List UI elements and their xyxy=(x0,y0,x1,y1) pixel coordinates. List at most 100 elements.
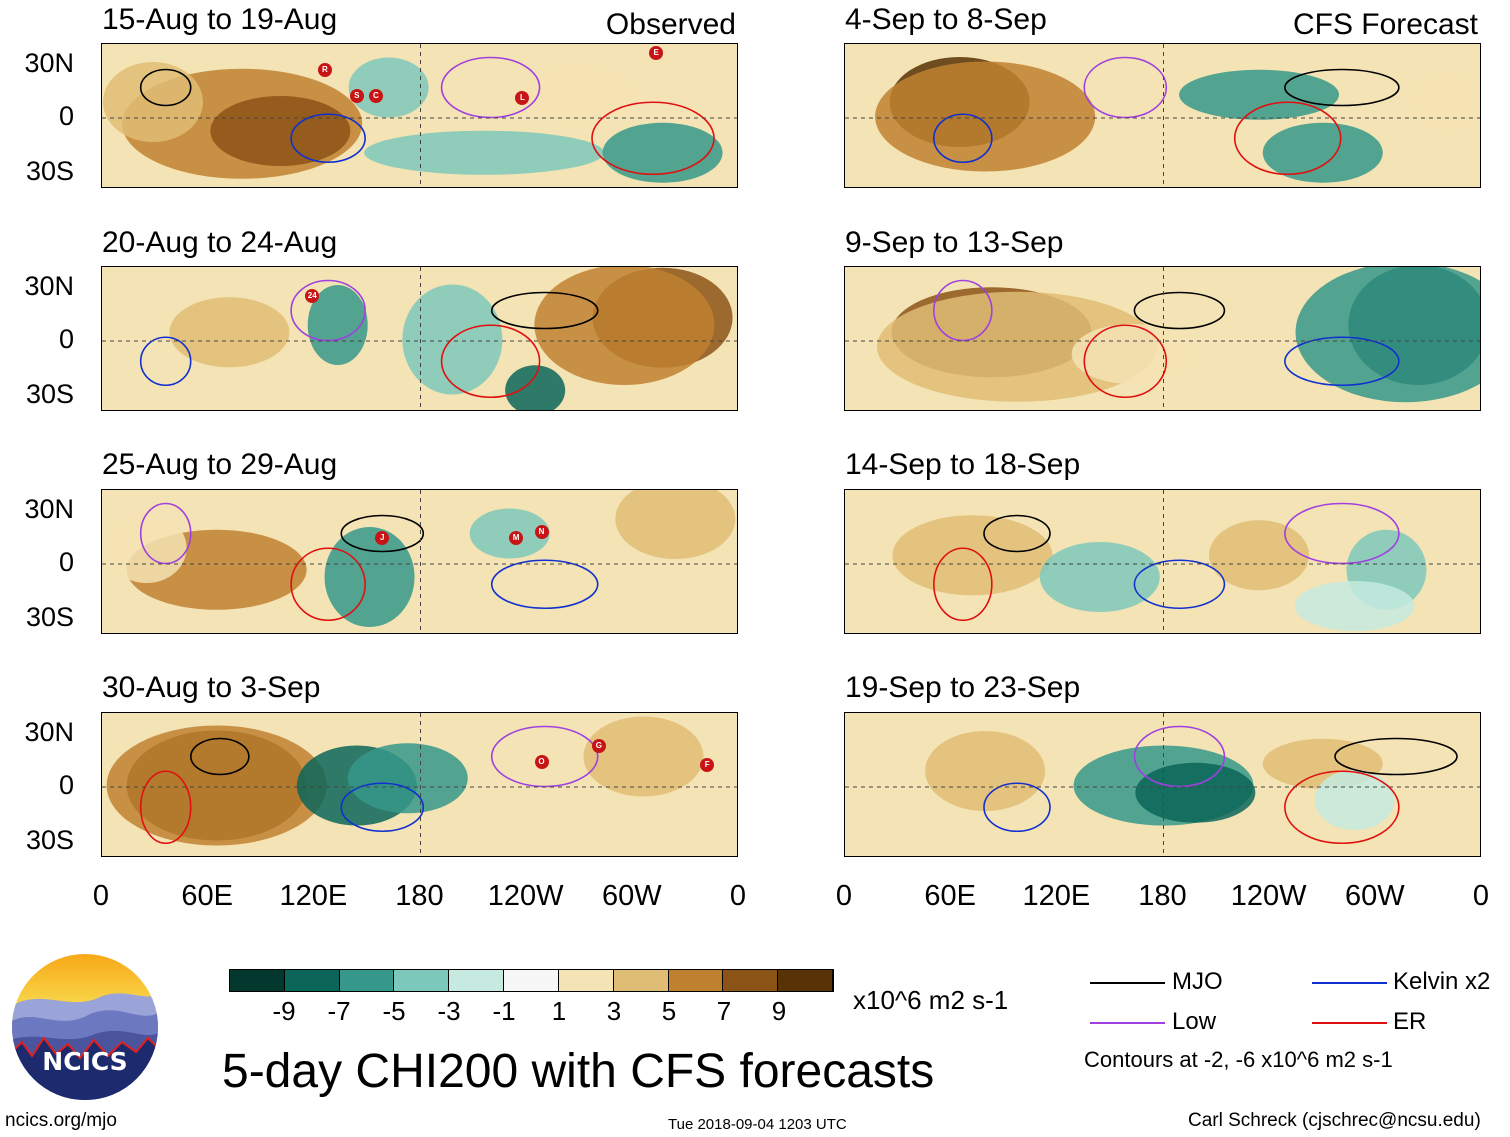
contour-line xyxy=(933,547,993,622)
panel-title-obs-3: 25-Aug to 29-Aug xyxy=(102,448,338,481)
colorbar-swatch xyxy=(230,970,285,991)
contour-line xyxy=(1284,770,1400,845)
field-anomaly-blob xyxy=(324,527,415,627)
map-field xyxy=(845,490,1480,633)
colorbar-label: -9 xyxy=(272,996,296,1026)
contour-line xyxy=(1083,324,1168,399)
y-tick-label: 30N xyxy=(24,271,74,301)
x-tick-label: 120E xyxy=(1022,880,1091,912)
y-tick-label: 30S xyxy=(25,825,74,855)
colorbar-swatch xyxy=(339,970,395,991)
field-anomaly-blob xyxy=(1294,581,1415,631)
field-anomaly-blob xyxy=(1071,324,1192,384)
field-anomaly-blob xyxy=(348,57,429,118)
storm-marker: E xyxy=(649,45,664,60)
field-anomaly-blob xyxy=(364,130,605,175)
storm-marker: S xyxy=(349,89,364,104)
field-anomaly-blob xyxy=(102,62,203,142)
colorbar-swatch xyxy=(668,970,724,991)
field-anomaly-blob xyxy=(1410,72,1480,132)
field-anomaly-blob xyxy=(1039,542,1160,612)
storm-marker: C xyxy=(368,89,383,104)
legend-label-low: Low xyxy=(1172,1008,1217,1035)
contour-line xyxy=(1284,68,1400,107)
map-panel-obs-4: O G F xyxy=(101,712,738,857)
map-panel-fcst-2 xyxy=(844,266,1481,411)
field-anomaly-blob xyxy=(505,365,566,410)
legend-label-er: ER xyxy=(1393,1008,1427,1035)
field-anomaly-blob xyxy=(602,122,723,183)
panel-title-obs-4: 30-Aug to 3-Sep xyxy=(102,671,321,704)
map-panel-fcst-4 xyxy=(844,712,1481,857)
legend-label-kelvin: Kelvin x2 xyxy=(1393,968,1491,995)
logo-text: NCICS xyxy=(42,1047,128,1076)
panel-title-fcst-1: 4-Sep to 8-Sep xyxy=(845,3,1047,36)
x-tick-label: 0 xyxy=(92,880,110,912)
colorbar-label: -1 xyxy=(492,996,516,1026)
colorbar-label: -7 xyxy=(327,996,351,1026)
contour-line xyxy=(1133,725,1226,788)
field-anomaly-blob xyxy=(1314,770,1395,830)
contour-line xyxy=(933,113,993,164)
colorbar-swatch xyxy=(394,970,450,991)
main-title: 5-day CHI200 with CFS forecasts xyxy=(222,1045,935,1098)
map-panel-obs-2: 24 xyxy=(101,266,738,411)
field-anomaly-blob xyxy=(583,716,704,797)
storm-marker: F xyxy=(700,758,715,773)
x-tick-label: 120W xyxy=(1230,880,1307,912)
x-tick-label: 0 xyxy=(835,880,853,912)
field-anomaly-blob xyxy=(106,725,327,846)
storm-marker: O xyxy=(534,755,549,770)
panel-title-obs-1: 15-Aug to 19-Aug xyxy=(102,3,338,36)
contour-line xyxy=(139,68,192,107)
field-anomaly-blob xyxy=(1135,762,1256,823)
contour-line xyxy=(933,279,993,342)
field-anomaly-blob xyxy=(1179,69,1340,120)
colorbar-label: 3 xyxy=(606,996,622,1026)
colorbar-label: 1 xyxy=(551,996,567,1026)
colorbar-swatch xyxy=(558,970,614,991)
colorbar-swatch xyxy=(504,970,559,991)
contour-line xyxy=(440,324,541,399)
legend-label-mjo: MJO xyxy=(1172,968,1223,995)
legend-line-low xyxy=(1090,1022,1165,1024)
contour-line xyxy=(340,782,425,833)
footer-url[interactable]: ncics.org/mjo xyxy=(5,1110,117,1131)
contour-line xyxy=(1284,336,1400,387)
contour-line xyxy=(1133,291,1226,330)
y-tick-label: 30N xyxy=(24,48,74,78)
field-anomaly-blob xyxy=(615,490,736,559)
contour-line xyxy=(1233,101,1342,176)
x-tick-label: 180 xyxy=(395,880,444,912)
field-anomaly-blob xyxy=(925,731,1046,811)
contour-line xyxy=(440,56,541,119)
map-field xyxy=(102,713,737,856)
storm-marker: N xyxy=(534,525,549,540)
contour-line xyxy=(290,113,366,164)
x-tick-label: 0 xyxy=(729,880,747,912)
y-tick-label: 0 xyxy=(58,324,74,354)
contour-line xyxy=(983,514,1051,553)
storm-marker: M xyxy=(509,530,524,545)
field-anomaly-blob xyxy=(169,297,290,368)
map-field xyxy=(845,44,1480,187)
field-anomaly-blob xyxy=(307,285,368,365)
field-anomaly-blob xyxy=(347,743,468,814)
contour-line xyxy=(490,291,599,330)
observed-column-title: Observed xyxy=(605,8,736,41)
colorbar-label: -3 xyxy=(437,996,461,1026)
y-tick-label: 30N xyxy=(24,494,74,524)
field-anomaly-blob xyxy=(534,267,715,385)
contour-note: Contours at -2, -6 x10^6 m2 s-1 xyxy=(1084,1047,1393,1072)
y-tick-label: 30S xyxy=(25,602,74,632)
x-tick-label: 0 xyxy=(1472,880,1490,912)
colorbar-label: 9 xyxy=(771,996,787,1026)
map-panel-fcst-3 xyxy=(844,489,1481,634)
x-tick-label: 60E xyxy=(924,880,976,912)
colorbar-swatch xyxy=(723,970,779,991)
contour-line xyxy=(1133,559,1226,610)
field-anomaly-blob xyxy=(1262,122,1383,183)
field-anomaly-blob xyxy=(875,61,1096,172)
legend-line-kelvin xyxy=(1312,982,1387,984)
